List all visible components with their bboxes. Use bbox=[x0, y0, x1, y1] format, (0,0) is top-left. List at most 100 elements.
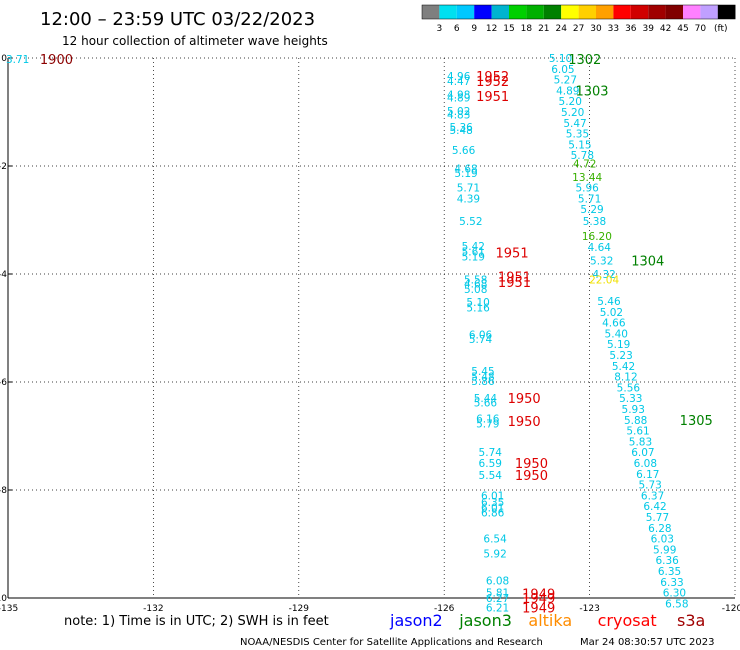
wave-height-point: 6.01 bbox=[481, 490, 504, 502]
scale-swatch bbox=[543, 5, 562, 19]
wave-height-point: 5.56 bbox=[617, 382, 641, 394]
x-tick-label: -120 bbox=[722, 604, 740, 614]
wave-height-point: 5.45 bbox=[471, 366, 494, 378]
scale-swatch bbox=[439, 5, 457, 19]
legend-jason3: jason3 bbox=[458, 611, 512, 630]
wave-height-point: 6.08 bbox=[634, 458, 657, 470]
grid-lines bbox=[7, 57, 736, 599]
wave-height-point: 5.19 bbox=[462, 252, 485, 264]
wave-height-point: 5.81 bbox=[486, 588, 509, 600]
wave-height-point: 5.66 bbox=[474, 398, 498, 410]
wave-height-point: 6.27 bbox=[486, 593, 509, 605]
scale-swatch bbox=[596, 5, 614, 19]
wave-height-point: 6.21 bbox=[486, 603, 509, 615]
time-label: 1951 bbox=[498, 271, 531, 286]
wave-height-point: 3.71 bbox=[6, 54, 29, 66]
scale-swatch bbox=[613, 5, 631, 19]
scale-label: 21 bbox=[538, 24, 549, 34]
wave-height-point: 5.16 bbox=[466, 302, 490, 314]
wave-height-point: 5.74 bbox=[479, 447, 503, 459]
y-tick-label: -2 bbox=[0, 162, 7, 172]
scale-label: 24 bbox=[555, 24, 567, 34]
axis-ticks: -135 -132 -129 -126 -123 -120 0 -2 -4 -6 -8 -10 bbox=[0, 54, 740, 614]
note-text: note: 1) Time is in UTC; 2) SWH is in fe… bbox=[64, 614, 329, 629]
time-label: 1900 bbox=[40, 53, 73, 68]
wave-height-point: 5.10 bbox=[549, 53, 572, 65]
wave-height-point: 5.40 bbox=[605, 328, 628, 340]
wave-height-point: 6.08 bbox=[486, 576, 509, 588]
y-tick-label: 0 bbox=[1, 54, 7, 64]
time-label: 1302 bbox=[568, 53, 601, 68]
scale-label: 12 bbox=[486, 24, 497, 34]
wave-height-point: 5.02 bbox=[447, 106, 470, 118]
wave-height-point: 6.35 bbox=[481, 497, 504, 509]
x-tick-label: -123 bbox=[579, 604, 599, 614]
unit-label: (ft) bbox=[714, 24, 728, 34]
wave-height-point: 6.36 bbox=[655, 555, 679, 567]
wave-height-point: 4.39 bbox=[457, 193, 480, 205]
wave-height-point: 16.20 bbox=[582, 231, 612, 243]
chart-subtitle: 12 hour collection of altimeter wave hei… bbox=[62, 34, 328, 48]
time-labels: 1900195219521951195119511951195019501950… bbox=[40, 53, 713, 617]
wave-height-point: 5.73 bbox=[638, 480, 661, 492]
scale-swatch bbox=[561, 5, 579, 19]
wave-height-point: 6.35 bbox=[658, 566, 681, 578]
wave-height-point: 4.64 bbox=[588, 242, 612, 254]
wave-height-point: 5.71 bbox=[457, 183, 480, 195]
wave-height-point: 5.92 bbox=[483, 549, 506, 561]
scale-label: 15 bbox=[503, 24, 514, 34]
scale-label: 6 bbox=[454, 24, 460, 34]
wave-height-point: 4.98 bbox=[447, 90, 470, 102]
y-tick-label: -6 bbox=[0, 378, 7, 388]
wave-height-point: 6.30 bbox=[663, 588, 686, 600]
scale-swatch bbox=[578, 5, 596, 19]
wave-height-point: 13.44 bbox=[572, 172, 602, 184]
wave-height-point: 5.61 bbox=[462, 246, 485, 258]
satellite-legend: jason2 jason3 altika cryosat s3a bbox=[389, 611, 705, 630]
wave-height-point: 5.33 bbox=[619, 393, 642, 405]
time-label: 1949 bbox=[522, 588, 555, 603]
time-label: 1951 bbox=[496, 246, 529, 261]
x-tick-label: -126 bbox=[434, 604, 455, 614]
chart-title: 12:00 – 23:59 UTC 03/22/2023 bbox=[40, 9, 315, 30]
time-label: 1952 bbox=[476, 75, 509, 90]
wave-height-point: 6.59 bbox=[479, 458, 502, 470]
scale-swatch bbox=[509, 5, 527, 19]
scale-swatch bbox=[526, 5, 544, 19]
wave-height-point: 5.58 bbox=[464, 274, 487, 286]
y-tick-label: -8 bbox=[0, 486, 7, 496]
wave-height-point: 5.20 bbox=[559, 96, 582, 108]
wave-height-point: 4.72 bbox=[573, 158, 596, 170]
time-label: 1950 bbox=[515, 457, 548, 472]
time-label: 1950 bbox=[515, 469, 548, 484]
wave-height-point: 5.96 bbox=[575, 183, 599, 195]
time-label: 1305 bbox=[680, 414, 713, 429]
footer-credit: NOAA/NESDIS Center for Satellite Applica… bbox=[240, 637, 543, 648]
legend-s3a: s3a bbox=[677, 611, 705, 630]
scale-label: 45 bbox=[677, 24, 688, 34]
wave-height-point: 6.37 bbox=[641, 490, 664, 502]
wave-height-point: 4.66 bbox=[602, 318, 626, 330]
wave-height-point: 4.89 bbox=[556, 85, 579, 97]
wave-height-point: 5.74 bbox=[469, 334, 493, 346]
scale-label: 70 bbox=[695, 24, 707, 34]
legend-cryosat: cryosat bbox=[598, 611, 657, 630]
wave-height-point: 5.02 bbox=[600, 307, 623, 319]
wave-height-point: 6.06 bbox=[469, 329, 493, 341]
wave-height-point: 4.47 bbox=[447, 76, 470, 88]
wave-height-point: 5.19 bbox=[454, 168, 477, 180]
scale-swatch bbox=[648, 5, 666, 19]
wave-height-point: 4.32 bbox=[592, 269, 615, 281]
time-label: 1303 bbox=[575, 84, 608, 99]
wave-height-point: 6.16 bbox=[476, 414, 500, 426]
wave-height-point: 6.42 bbox=[643, 501, 666, 513]
color-scale-bar bbox=[421, 4, 736, 20]
wave-height-point: 5.23 bbox=[609, 350, 632, 362]
scale-swatch bbox=[422, 5, 440, 19]
x-tick-label: -132 bbox=[143, 604, 163, 614]
wave-height-point: 5.42 bbox=[612, 361, 635, 373]
wave-height-point: 5.46 bbox=[597, 296, 621, 308]
x-tick-label: -129 bbox=[289, 604, 310, 614]
footer-timestamp: Mar 24 08:30:57 UTC 2023 bbox=[580, 637, 715, 648]
